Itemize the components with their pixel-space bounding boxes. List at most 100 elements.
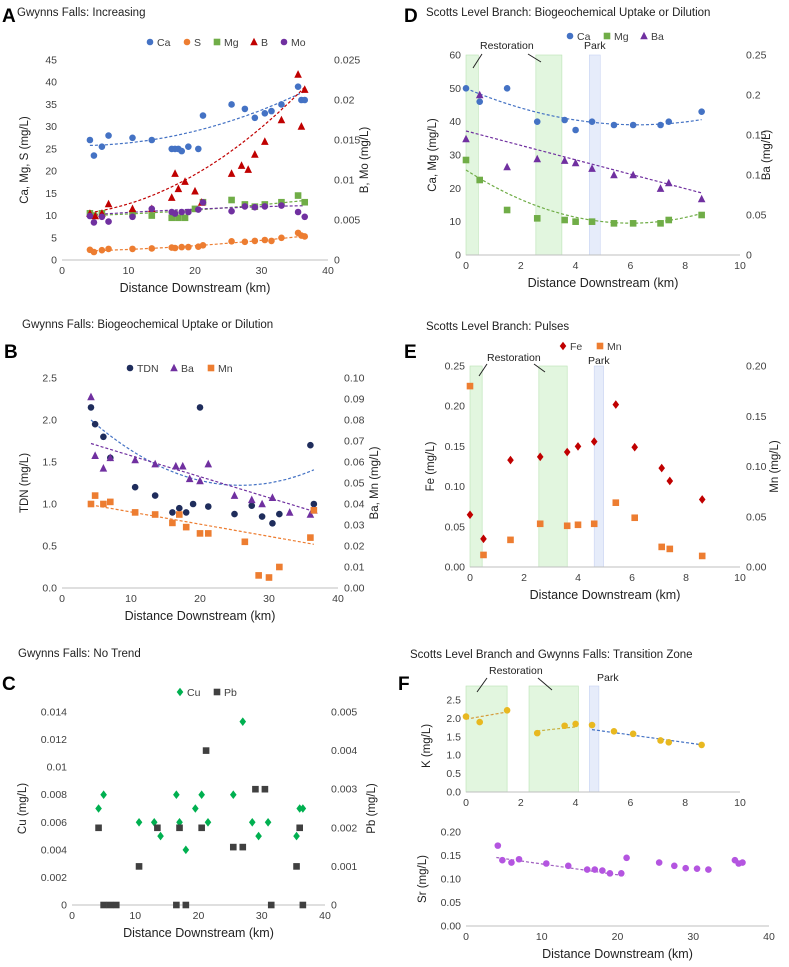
data-point-ca bbox=[241, 105, 249, 113]
data-point-ba bbox=[285, 508, 294, 516]
y-tick-label: 0.25 bbox=[445, 361, 466, 373]
y-tick-label: 0.05 bbox=[441, 897, 462, 909]
data-point-ba bbox=[151, 459, 159, 468]
data-point-mo bbox=[199, 199, 207, 206]
data-point-sr bbox=[606, 870, 614, 877]
data-point-ba bbox=[258, 499, 266, 508]
x-tick-label: 30 bbox=[263, 593, 275, 605]
restoration-label: Restoration bbox=[480, 40, 534, 52]
series-ca bbox=[462, 85, 705, 134]
data-point-pb bbox=[106, 901, 114, 909]
zone-leader-line bbox=[527, 53, 542, 63]
trendline bbox=[465, 130, 702, 194]
data-point-mn bbox=[590, 520, 598, 528]
data-point-k bbox=[588, 721, 596, 729]
data-point-ca bbox=[98, 143, 106, 150]
y2-tick-label: 0.002 bbox=[331, 822, 357, 834]
data-point-ca bbox=[148, 136, 156, 144]
data-point-ca bbox=[199, 112, 207, 119]
data-point-tdn bbox=[204, 503, 212, 510]
data-point-s bbox=[98, 246, 106, 254]
trendline bbox=[90, 504, 315, 545]
data-point-mo bbox=[148, 205, 156, 213]
y-tick-label: 0.004 bbox=[41, 844, 67, 856]
data-point-mn bbox=[631, 514, 638, 522]
data-point-mo bbox=[294, 208, 302, 216]
y2-tick-label: 0.10 bbox=[344, 373, 365, 385]
legend-label-mo: Mo bbox=[291, 37, 306, 49]
data-point-b bbox=[174, 184, 183, 193]
y2-tick-label: 0.02 bbox=[334, 95, 355, 107]
x-tick-label: 2 bbox=[518, 260, 524, 272]
x-tick-label: 20 bbox=[194, 593, 206, 605]
y-tick-label: 0.0 bbox=[446, 787, 461, 799]
trendline bbox=[89, 90, 305, 146]
data-point-sr bbox=[583, 866, 591, 873]
x-tick-label: 4 bbox=[573, 260, 579, 272]
data-point-b bbox=[294, 70, 302, 78]
y-tick-label: 0.00 bbox=[441, 921, 462, 933]
data-point-b bbox=[191, 186, 199, 195]
x-tick-label: 2 bbox=[521, 572, 527, 584]
y-axis-title: Sr (mg/L) bbox=[417, 855, 429, 903]
data-point-mn bbox=[698, 552, 706, 560]
data-point-b bbox=[244, 165, 252, 173]
data-point-mg bbox=[462, 156, 470, 164]
data-point-ca bbox=[462, 85, 470, 92]
data-point-mo bbox=[86, 212, 94, 220]
x-tick-label: 10 bbox=[125, 593, 137, 605]
data-point-mo bbox=[129, 213, 136, 221]
data-point-ba bbox=[87, 392, 95, 401]
data-point-ca bbox=[178, 147, 185, 155]
legend-label-ca: Ca bbox=[157, 37, 171, 49]
x-tick-label: 0 bbox=[59, 593, 65, 605]
series-sr bbox=[494, 842, 746, 877]
x-tick-label: 0 bbox=[463, 797, 469, 809]
data-point-mn bbox=[131, 509, 139, 516]
data-point-s bbox=[185, 243, 192, 251]
data-point-pb bbox=[239, 843, 247, 851]
zone-leader-line bbox=[478, 363, 488, 377]
data-point-mn bbox=[265, 574, 273, 581]
data-point-mg bbox=[698, 211, 705, 219]
data-point-mo bbox=[251, 203, 259, 211]
series-ba bbox=[87, 392, 318, 518]
zone-leader-line bbox=[537, 677, 553, 691]
data-point-pb bbox=[182, 901, 190, 909]
data-point-cu bbox=[176, 817, 183, 827]
legend-marker-ba bbox=[640, 31, 648, 40]
y-tick-label: 0.15 bbox=[441, 850, 462, 862]
panel-b: B Gwynns Falls: Biogeochemical Uptake or … bbox=[4, 319, 381, 623]
y2-axis-title: Mn (mg/L) bbox=[769, 440, 781, 493]
data-point-s bbox=[251, 237, 259, 245]
y2-tick-label: 0.005 bbox=[334, 215, 360, 227]
data-point-sr bbox=[499, 856, 506, 864]
data-point-b bbox=[237, 161, 246, 169]
data-point-mn bbox=[196, 530, 204, 537]
y2-tick-label: 0.15 bbox=[746, 130, 767, 142]
x-tick-label: 40 bbox=[332, 593, 344, 605]
data-point-pb bbox=[95, 824, 102, 832]
data-point-ba bbox=[475, 90, 484, 99]
x-tick-label: 8 bbox=[682, 260, 688, 272]
data-point-cu bbox=[239, 717, 247, 726]
y-tick-label: 15 bbox=[45, 188, 57, 200]
data-point-k bbox=[657, 737, 664, 744]
data-point-ba bbox=[533, 154, 542, 163]
data-point-mn bbox=[658, 543, 665, 551]
data-point-mg bbox=[278, 198, 285, 206]
y2-tick-label: 0.025 bbox=[334, 55, 360, 67]
data-point-tdn bbox=[100, 433, 107, 441]
x-tick-label: 6 bbox=[629, 572, 635, 584]
data-point-ca bbox=[301, 96, 309, 104]
x-tick-label: 40 bbox=[763, 931, 775, 943]
data-point-mg bbox=[561, 216, 568, 224]
series-cu bbox=[95, 717, 307, 855]
data-point-s bbox=[105, 245, 112, 253]
y-tick-label: 0.002 bbox=[41, 872, 67, 884]
data-point-ba bbox=[306, 510, 315, 518]
panel-letter: B bbox=[4, 342, 18, 363]
data-point-mg bbox=[665, 216, 673, 224]
y2-tick-label: 0.05 bbox=[746, 210, 767, 222]
